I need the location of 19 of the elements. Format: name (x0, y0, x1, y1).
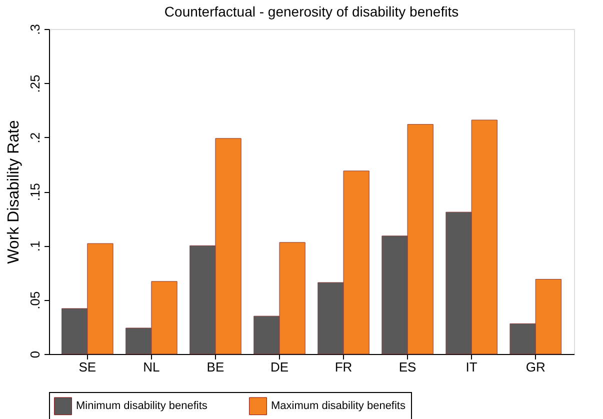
x-tick-label: GR (526, 360, 546, 374)
x-tick-label: IT (466, 360, 478, 374)
y-tick-label: .3 (28, 24, 42, 35)
x-tick-label: ES (398, 360, 417, 374)
x-tick-label: BE (206, 360, 224, 374)
y-tick-label: 0 (28, 350, 42, 358)
y-tick-label: .2 (28, 132, 42, 144)
x-tick-label: NL (143, 360, 160, 374)
chart-title: Counterfactual - generosity of disability benefits (164, 4, 459, 20)
y-tick-label: .15 (28, 182, 42, 202)
legend-label: Minimum disability benefits (76, 400, 208, 412)
x-tick-label: SE (78, 360, 96, 374)
y-tick-label: .1 (28, 240, 42, 252)
y-tick-label: .25 (28, 74, 42, 93)
y-tick-label: .05 (28, 291, 42, 310)
legend-label: Maximum disability benefits (271, 400, 406, 412)
y-axis-title: Work Disability Rate (6, 120, 22, 264)
x-tick-label: DE (270, 360, 289, 374)
x-tick-label: FR (334, 360, 352, 374)
